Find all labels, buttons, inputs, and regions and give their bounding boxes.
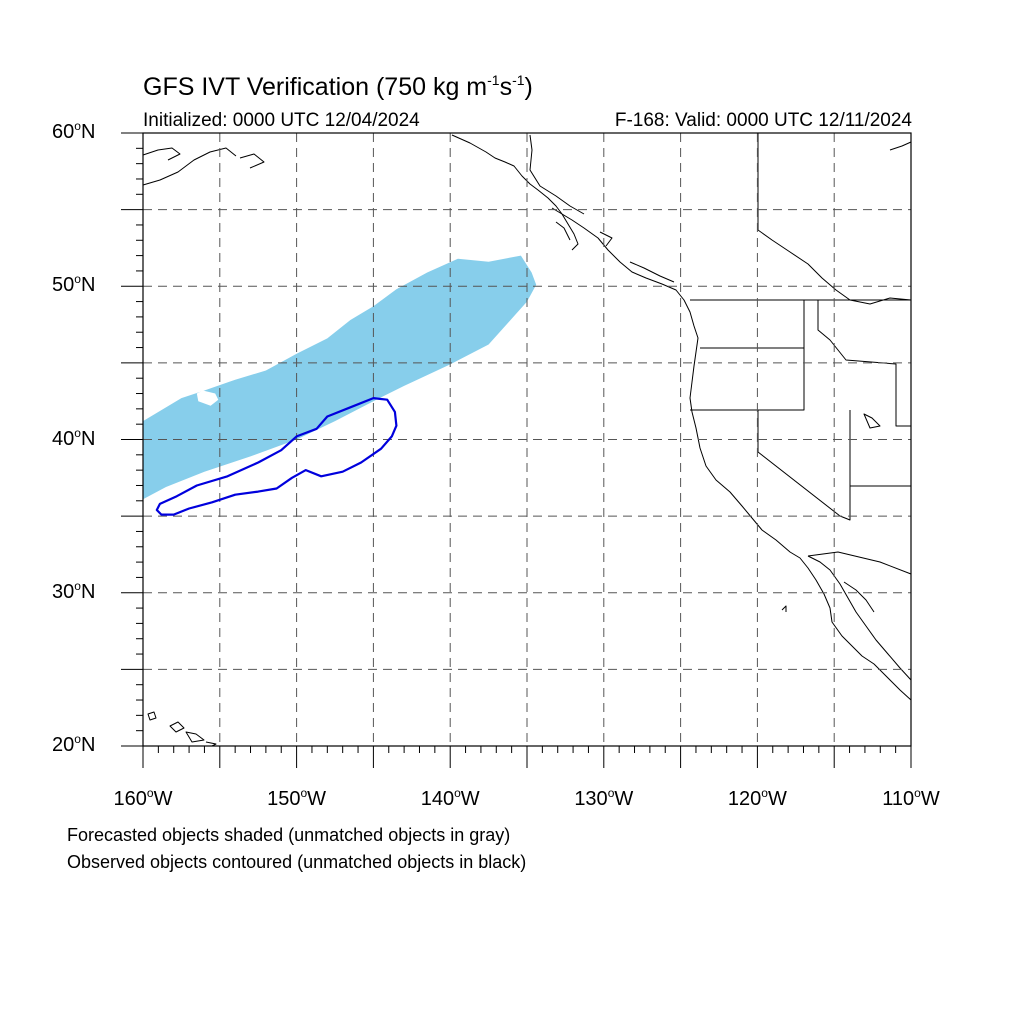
caption-forecast: Forecasted objects shaded (unmatched obj… [67, 825, 511, 845]
lon-label: 140oW [395, 786, 505, 811]
border-us-mexico [807, 551, 912, 575]
initialized-time: Initialized: 0000 UTC 12/04/2024 [143, 110, 420, 131]
lat-label-value: 50 [52, 274, 75, 297]
lat-label: 50oN [52, 272, 108, 297]
island-kauai [147, 711, 157, 721]
island-guadalupe [781, 605, 787, 612]
lat-label-hemisphere: N [80, 427, 96, 450]
lon-label: 150oW [242, 786, 352, 811]
coastline-baja-inner [843, 581, 875, 613]
lon-label-hemisphere: W [460, 788, 480, 810]
lon-label-value: 110 [882, 788, 915, 810]
lon-label: 160oW [88, 786, 198, 811]
island-maui [185, 731, 205, 743]
island-oahu [169, 721, 185, 733]
lake-salt [863, 413, 881, 429]
border-nevada [757, 410, 911, 521]
coastline-gulf-of-california [807, 555, 912, 681]
degree-symbol: o [454, 786, 461, 800]
coastline-islands-1 [551, 207, 579, 251]
lat-label-hemisphere: N [80, 580, 96, 603]
degree-symbol: o [74, 272, 81, 287]
coastline-kodiak [239, 153, 265, 169]
lon-label-value: 120 [727, 788, 762, 810]
lat-label-value: 30 [52, 580, 75, 603]
lon-label-hemisphere: W [614, 788, 634, 810]
degree-symbol: o [300, 786, 308, 800]
lat-label: 30oN [52, 579, 108, 604]
island-hawaii [205, 741, 217, 747]
lon-label-hemisphere: W [920, 788, 940, 810]
lon-label-hemisphere: W [153, 788, 173, 810]
coastlines [142, 133, 912, 747]
coastline-hudson [889, 141, 912, 151]
lat-label-hemisphere: N [80, 274, 96, 297]
degree-symbol: o [74, 578, 81, 593]
degree-symbol: o [914, 786, 921, 800]
gridlines [143, 133, 911, 746]
coastline-alaska-panhandle [529, 134, 585, 215]
lon-label-hemisphere: W [767, 788, 787, 810]
forecast-object-gap [196, 390, 219, 406]
lon-label-value: 160 [113, 788, 147, 810]
coastline-north-america [451, 134, 912, 701]
lat-label-value: 20 [52, 734, 75, 756]
lon-label-value: 130 [574, 788, 608, 810]
forecast-object-shaded [143, 255, 537, 500]
lat-label: 40oN [52, 426, 108, 451]
degree-symbol: o [74, 425, 81, 440]
lat-label-hemisphere: N [80, 734, 96, 756]
border-montana [817, 300, 911, 427]
border-oregon-idaho [690, 300, 805, 411]
degree-symbol: o [761, 786, 768, 800]
lon-label-value: 150 [267, 788, 301, 810]
lon-label: 130oW [549, 786, 659, 811]
forecast-objects [143, 255, 537, 500]
degree-symbol: o [146, 786, 154, 800]
lat-label-value: 40 [52, 427, 75, 450]
observed-objects [155, 397, 398, 516]
lon-label-hemisphere: W [307, 788, 327, 810]
chart-title: GFS IVT Verification (750 kg m-1s-1) [143, 72, 533, 101]
observed-object-contour [155, 397, 398, 516]
degree-symbol: o [74, 732, 81, 746]
coastline-islands-3 [599, 231, 613, 247]
border-canada-interior [757, 229, 912, 305]
lon-label: 120oW [702, 786, 812, 811]
caption-observed: Observed objects contoured (unmatched ob… [67, 852, 527, 872]
degree-symbol: o [607, 786, 615, 800]
lon-label-value: 140 [420, 788, 455, 810]
map-frame [121, 132, 912, 768]
coastline-alaska-north [142, 147, 181, 161]
lat-label-hemisphere: N [80, 121, 96, 143]
lat-label-value: 60 [52, 121, 75, 143]
lon-label: 110oW [856, 786, 966, 811]
lat-label: 20oN [52, 732, 108, 757]
coastline-alaska-peninsula [142, 147, 237, 186]
coastline-vancouver-island [629, 261, 675, 283]
degree-symbol: o [74, 119, 81, 133]
lat-label: 60oN [52, 119, 108, 144]
valid-time: F-168: Valid: 0000 UTC 12/11/2024 [614, 110, 912, 131]
coastline-islands-2 [555, 221, 571, 241]
